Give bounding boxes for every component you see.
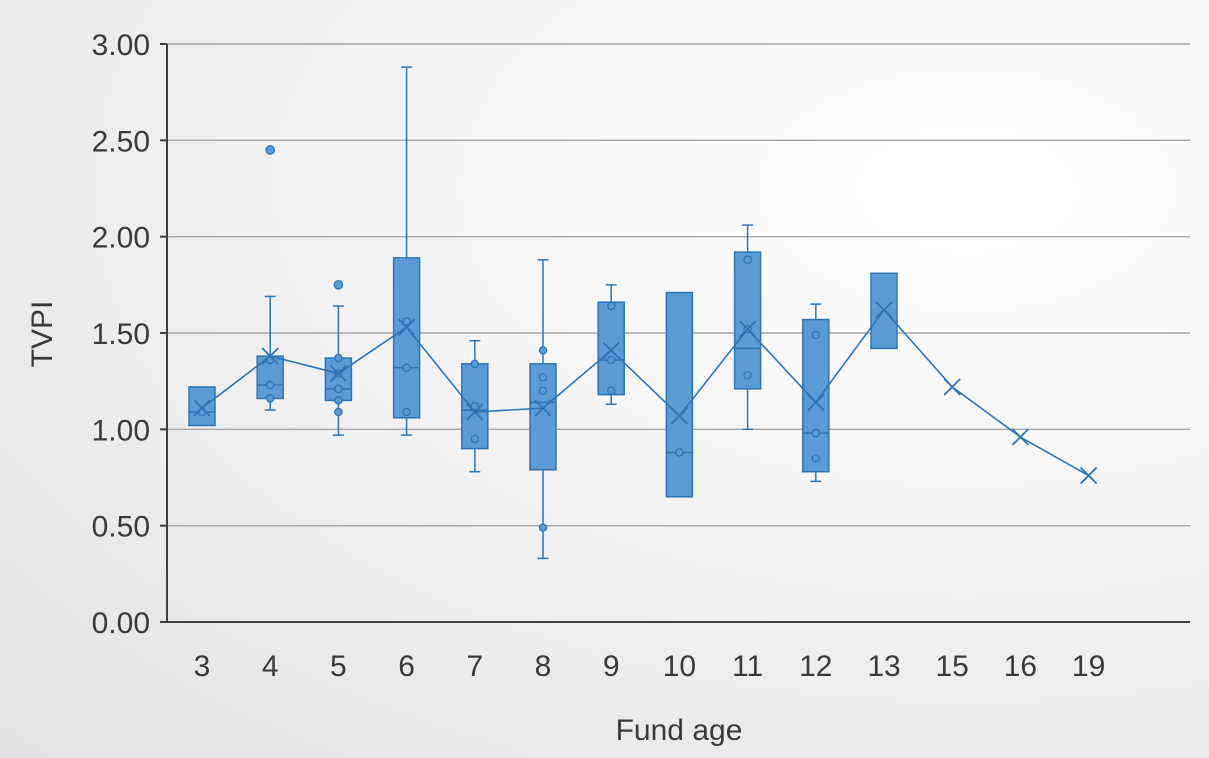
mean-line xyxy=(201,308,1089,477)
inner-point xyxy=(743,255,752,265)
mean-marker-stroke xyxy=(875,301,893,319)
inner-point xyxy=(538,523,548,532)
mean-marker xyxy=(943,378,961,396)
x-tick-label: 9 xyxy=(603,650,620,683)
x-tick-label: 11 xyxy=(732,650,763,683)
inner-point xyxy=(334,407,343,417)
box-10 xyxy=(665,291,694,498)
inner-point xyxy=(538,386,548,396)
inner-point xyxy=(334,384,343,394)
inner-point xyxy=(402,363,411,372)
y-tick-label: 0.50 xyxy=(92,511,150,544)
inner-point xyxy=(811,453,821,463)
mean-marker-stroke xyxy=(670,407,689,425)
inner-point xyxy=(402,317,411,326)
inner-point xyxy=(334,353,343,363)
mean-marker xyxy=(1079,466,1098,485)
inner-point xyxy=(334,396,343,405)
outlier-point xyxy=(333,279,344,290)
inner-point xyxy=(265,380,275,390)
mean-marker xyxy=(261,347,279,365)
mean-marker xyxy=(1011,428,1030,446)
box-9 xyxy=(597,301,625,396)
y-tick-label: 1.00 xyxy=(92,414,150,447)
mean-marker-stroke xyxy=(397,318,416,336)
x-tick-label: 8 xyxy=(535,650,552,683)
mean-marker-stroke xyxy=(261,347,279,365)
mean-marker xyxy=(602,341,620,359)
mean-marker xyxy=(534,399,552,417)
x-tick-label: 13 xyxy=(867,650,900,683)
mean-marker-stroke xyxy=(329,364,348,383)
box-11 xyxy=(733,251,762,390)
outlier-point xyxy=(265,145,276,155)
inner-point xyxy=(606,355,616,365)
inner-point xyxy=(470,434,480,444)
mean-marker xyxy=(329,364,348,383)
inner-point xyxy=(470,401,480,411)
box-series xyxy=(188,66,898,560)
mean-marker-stroke xyxy=(1011,428,1030,446)
mean-marker-stroke xyxy=(807,393,825,411)
y-tick-label: 2.00 xyxy=(92,222,150,255)
inner-point xyxy=(675,448,684,457)
box-12 xyxy=(802,318,830,473)
mean-marker xyxy=(738,320,757,338)
mean-marker xyxy=(875,301,893,319)
inner-point xyxy=(265,394,275,403)
x-tick-label: 10 xyxy=(663,650,696,683)
x-axis-title: Fund age xyxy=(616,714,743,747)
y-tick-label: 0.00 xyxy=(92,607,150,640)
inner-point xyxy=(606,301,616,311)
mean-marker-stroke xyxy=(466,403,484,421)
mean-marker-stroke xyxy=(1079,466,1098,485)
x-tick-label: 3 xyxy=(194,650,211,683)
axes: 0.00 0.50 1.00 1.50 2.00 2.50 3.00 3 4 5 6 7 8 9 10 11 1… xyxy=(92,29,1190,683)
inner-point xyxy=(811,428,821,438)
mean-marker-stroke xyxy=(193,399,211,417)
x-tick-label: 5 xyxy=(330,650,347,683)
x-tick-label: 16 xyxy=(1004,650,1037,683)
y-tick-label: 3.00 xyxy=(92,29,150,62)
x-tick-label: 12 xyxy=(799,650,832,683)
mean-marker xyxy=(670,407,689,425)
mean-marker-stroke xyxy=(738,320,757,338)
mean-marker xyxy=(397,318,416,336)
y-tick-label: 1.50 xyxy=(92,318,150,351)
mean-marker-stroke xyxy=(534,399,552,417)
x-tick-label: 7 xyxy=(466,650,483,683)
mean-marker xyxy=(807,393,825,411)
inner-point xyxy=(606,386,616,396)
inner-point xyxy=(538,373,548,382)
inner-point xyxy=(743,371,752,380)
inner-point xyxy=(538,346,548,355)
y-axis-title: TVPI xyxy=(26,301,59,368)
mean-series xyxy=(193,301,1098,485)
mean-marker xyxy=(193,399,211,417)
x-tick-label: 6 xyxy=(398,650,415,683)
inner-point xyxy=(402,407,411,417)
mean-marker-stroke xyxy=(943,378,961,396)
inner-point xyxy=(470,359,480,369)
inner-point xyxy=(811,330,821,340)
x-tick-label: 19 xyxy=(1072,650,1105,683)
mean-marker-stroke xyxy=(602,341,620,359)
box-5 xyxy=(324,357,353,402)
x-tick-label: 15 xyxy=(936,650,969,683)
mean-marker xyxy=(466,403,484,421)
box-3 xyxy=(188,386,216,427)
y-tick-label: 2.50 xyxy=(92,125,150,158)
x-tick-label: 4 xyxy=(262,650,279,683)
